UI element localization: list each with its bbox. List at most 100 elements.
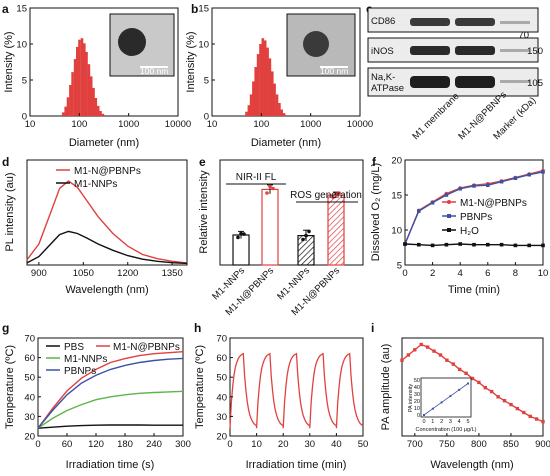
- bar-group: [61, 38, 105, 117]
- legend-label: M1-N@PBNPs: [113, 342, 180, 353]
- series-marker: [509, 402, 513, 407]
- series-line: [26, 230, 188, 265]
- histogram-bar: [71, 72, 74, 116]
- y-tick-label: 5: [397, 261, 402, 272]
- histogram-bar: [254, 67, 257, 116]
- series-marker: [513, 176, 518, 180]
- series-marker: [406, 353, 411, 357]
- x-tick-label: 6: [485, 268, 490, 279]
- x-tick-label: 0: [402, 268, 407, 279]
- series-marker: [477, 380, 481, 385]
- x-tick-label: 180: [117, 439, 133, 450]
- series-marker: [438, 353, 443, 357]
- x-tick-label: 1000: [118, 119, 139, 130]
- line-group: [400, 342, 545, 424]
- histogram-bar: [256, 54, 260, 116]
- x-tick-label: 100: [253, 119, 269, 130]
- histogram-bar: [85, 51, 88, 116]
- x-ticks: 10 100 1000 10000: [207, 113, 373, 130]
- chart-f: 0 2 4 6 8 10 5 10 15 20 M1-N@PBNPs PBNPs H₂O Tim…: [370, 156, 548, 297]
- data-point: [301, 237, 305, 242]
- inset-y-tick-label: 30: [414, 392, 420, 398]
- inset-frame: [420, 377, 472, 418]
- y-axis-label: Intensity (%): [185, 31, 197, 92]
- series-marker: [464, 371, 468, 375]
- histogram-bar: [94, 98, 98, 116]
- y-axis-label: Temperature (ºC): [194, 345, 206, 429]
- bar-group: [245, 38, 286, 117]
- y-tick-label: 40: [216, 392, 227, 403]
- legend-marker: [447, 200, 451, 204]
- y-tick-label: 20: [216, 432, 227, 443]
- blot-row-label-atpase: Na,K-ATPase: [371, 72, 404, 94]
- inset-x-tick-label: 3: [449, 419, 452, 425]
- y-ticks: 0 5 10 15: [16, 4, 33, 123]
- histogram-bar: [99, 111, 102, 116]
- axes-frame: [404, 159, 544, 266]
- data-point: [242, 232, 246, 236]
- chart-g: 0 60 120 180 240 300 20 30 40 50 60 70 PBS M1-N@PB…: [4, 334, 191, 472]
- x-tick-label: 2: [430, 268, 435, 279]
- series-marker: [458, 186, 462, 191]
- line-group: [229, 352, 364, 429]
- y-tick-label: 5: [204, 76, 209, 87]
- histogram-bar: [280, 109, 283, 116]
- x-axis-label: Irradiation time (min): [246, 459, 347, 471]
- series-marker: [458, 242, 462, 246]
- nanoparticle-image: [118, 28, 146, 56]
- axes-frame: [401, 337, 544, 437]
- series-marker: [444, 193, 449, 197]
- histogram-bar: [83, 43, 86, 116]
- bar: [261, 188, 279, 266]
- x-tick-label: 900: [31, 268, 47, 279]
- series-marker: [417, 209, 421, 213]
- blot-band: [410, 46, 450, 55]
- scale-bar-label: 100 nm: [320, 66, 348, 76]
- histogram-bar: [89, 76, 93, 116]
- x-tick-label: 750: [439, 439, 455, 450]
- series-marker: [541, 419, 545, 424]
- bar: [232, 234, 250, 266]
- inset-x-tick-label: 4: [458, 419, 461, 425]
- x-tick-label: 240: [146, 439, 162, 450]
- axes-frame: [26, 159, 188, 266]
- inset-x-tick-label: 1: [431, 419, 434, 425]
- series-marker: [499, 179, 504, 184]
- series-marker: [432, 349, 436, 353]
- data-point: [307, 229, 311, 234]
- series-marker: [430, 200, 435, 205]
- marker-value: 105: [527, 78, 543, 89]
- y-tick-label: 15: [391, 191, 402, 202]
- y-tick-label: 50: [24, 373, 35, 384]
- inset-marker: [449, 395, 452, 398]
- series-marker: [472, 242, 476, 247]
- histogram-bar: [76, 46, 79, 116]
- inset-x-tick-label: 2: [440, 419, 443, 425]
- x-tick-label: 4: [458, 268, 463, 279]
- series-line: [37, 424, 183, 429]
- histogram-bar: [268, 58, 272, 116]
- inset-y-tick-label: 50: [414, 378, 420, 384]
- histogram-bar: [73, 59, 77, 116]
- inset-marker: [423, 414, 425, 416]
- blot-row-label: CD86: [371, 16, 395, 27]
- y-tick-label: 50: [216, 373, 227, 384]
- y-tick-label: 0: [204, 112, 209, 123]
- blot-band: [455, 18, 495, 26]
- x-axis-label: Time (min): [448, 284, 500, 296]
- x-tick-label: 1200: [117, 268, 138, 279]
- histogram-bar: [61, 112, 65, 116]
- chart-i: 700 750 800 850 900 Wavelength (nm) PA ampli…: [380, 337, 550, 471]
- series-marker: [502, 399, 507, 403]
- series-marker: [417, 242, 421, 247]
- series-marker: [490, 389, 494, 394]
- panel-label-a: a: [2, 2, 9, 16]
- x-tick-label: 40: [331, 439, 342, 450]
- x-axis-label: Wavelength (nm): [430, 459, 513, 471]
- panel-label-g: g: [2, 321, 9, 335]
- x-tick-label: 800: [471, 439, 487, 450]
- scale-bar-label: 100 nm: [140, 66, 168, 76]
- y-ticks: 20 30 40 50 60 70: [24, 334, 41, 443]
- histogram-bar: [245, 111, 248, 116]
- series-marker: [541, 243, 545, 248]
